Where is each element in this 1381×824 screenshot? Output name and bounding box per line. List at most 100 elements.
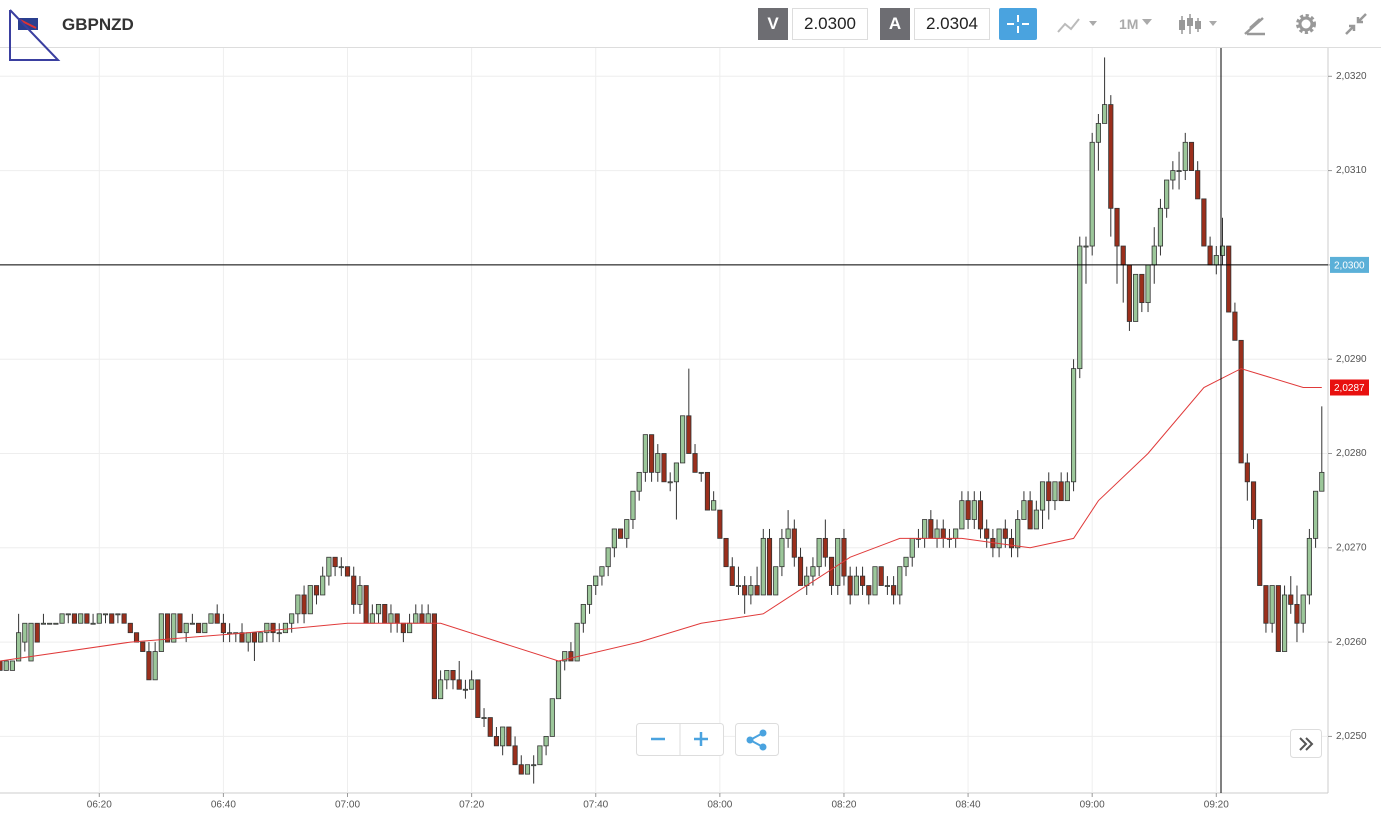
- candle-body: [1164, 179, 1170, 209]
- candle-body: [630, 490, 636, 520]
- candle-body: [1033, 509, 1039, 530]
- candle-body: [1281, 594, 1288, 652]
- candle-body: [1288, 594, 1294, 605]
- candle-body: [1139, 273, 1145, 304]
- candle-body: [562, 651, 568, 662]
- zoom-in[interactable]: [694, 732, 708, 746]
- candle-body: [624, 519, 630, 539]
- timeframe[interactable]: 1M: [1119, 16, 1139, 32]
- candle-body: [866, 585, 872, 596]
- candle-body: [860, 575, 866, 586]
- candle-body: [276, 632, 282, 635]
- candle-body: [133, 632, 140, 643]
- candle-body: [1058, 481, 1064, 502]
- candle-body: [828, 556, 835, 586]
- x-tick-label: 06:20: [87, 800, 112, 811]
- candle-body: [797, 556, 804, 586]
- moving-average-line: [0, 368, 1322, 662]
- candle-body: [1300, 594, 1306, 624]
- candle-body: [115, 613, 121, 616]
- candle-body: [196, 622, 202, 634]
- candle-body: [816, 537, 822, 568]
- candle-body: [680, 415, 686, 464]
- candle-body: [152, 651, 158, 681]
- candle-body: [1213, 255, 1219, 266]
- ma-price-tag: [1330, 379, 1369, 396]
- y-tick-label: 2,0290: [1336, 354, 1367, 365]
- candle-body: [512, 745, 518, 766]
- chart-type-button[interactable]: [1055, 12, 1101, 36]
- candle-body: [456, 679, 462, 690]
- x-tick-label: 07:20: [459, 800, 484, 811]
- candle-body: [462, 688, 468, 691]
- candle-body: [65, 613, 71, 616]
- candle-body: [711, 500, 717, 511]
- candle-body: [1319, 471, 1325, 492]
- y-tick-label: 2,0260: [1336, 637, 1367, 648]
- candle-body: [940, 528, 946, 539]
- candle-body: [183, 622, 189, 634]
- candle-body: [1263, 585, 1269, 624]
- candle-body: [28, 622, 34, 662]
- candle-body: [586, 585, 593, 605]
- candle-body: [642, 434, 648, 473]
- scroll-end-button[interactable]: [1290, 729, 1322, 759]
- candle-body: [1188, 141, 1195, 171]
- candle-body: [444, 670, 450, 681]
- candle-style-button[interactable]: [1176, 12, 1222, 38]
- candle-body: [1046, 481, 1052, 502]
- candle-body: [1306, 537, 1312, 596]
- crosshair-button[interactable]: [999, 8, 1037, 40]
- candle-body: [164, 613, 171, 643]
- x-tick-label: 08:40: [956, 800, 981, 811]
- y-tick-label: 2,0320: [1336, 71, 1367, 82]
- candle-body: [140, 641, 146, 652]
- candle-body: [1039, 481, 1046, 511]
- candle-body: [96, 613, 102, 624]
- share-button[interactable]: [735, 723, 779, 756]
- candle-body: [1238, 339, 1244, 464]
- collapse-button[interactable]: [1343, 11, 1369, 37]
- candle-body: [220, 622, 226, 634]
- ask-price[interactable]: 2.0304: [914, 8, 990, 40]
- candle-body: [754, 585, 760, 596]
- candle-body: [332, 556, 338, 568]
- candle-body: [400, 622, 406, 634]
- candle-body: [549, 698, 555, 737]
- candle-body: [934, 528, 940, 539]
- bid-price[interactable]: 2.0300: [792, 8, 868, 40]
- draw-tool-button[interactable]: [1242, 12, 1268, 38]
- candle-body: [599, 566, 605, 577]
- candle-body: [53, 622, 59, 625]
- candle-body: [258, 632, 264, 643]
- x-tick-label: 08:20: [831, 800, 856, 811]
- candle-body: [1095, 123, 1101, 143]
- candle-body: [959, 500, 965, 530]
- candle-body: [1294, 603, 1300, 624]
- candle-body: [841, 537, 847, 577]
- candle-body: [822, 537, 828, 558]
- candle-body: [313, 585, 320, 596]
- candle-body: [1151, 245, 1157, 266]
- candle-body: [673, 462, 679, 483]
- candle-body: [475, 679, 481, 718]
- candle-body: [593, 575, 599, 586]
- candle-body: [617, 528, 624, 539]
- candle-body: [469, 679, 475, 690]
- candle-body: [686, 415, 692, 454]
- candle-body: [1269, 585, 1275, 624]
- candle-body: [34, 622, 40, 643]
- candle-body: [214, 613, 220, 624]
- settings-button[interactable]: [1293, 11, 1319, 37]
- candle-body: [922, 519, 928, 539]
- candle-body: [965, 500, 971, 520]
- candle-body: [1052, 481, 1058, 502]
- candle-body: [555, 660, 562, 700]
- candle-body: [1201, 198, 1207, 247]
- candle-body: [773, 566, 779, 596]
- candle-body: [835, 537, 841, 586]
- candle-body: [531, 764, 537, 767]
- symbol: GBPNZD: [62, 15, 134, 34]
- candle-body: [779, 537, 785, 568]
- y-tick-label: 2,0280: [1336, 448, 1367, 459]
